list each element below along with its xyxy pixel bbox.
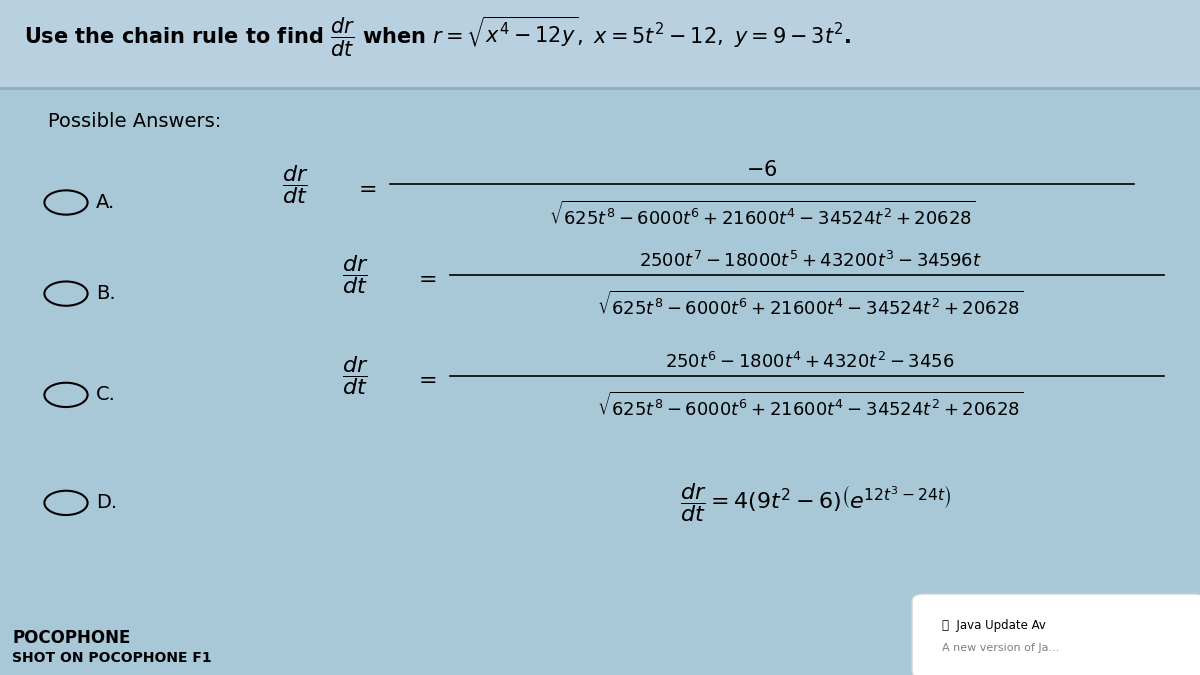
Text: A new version of Ja...: A new version of Ja... [942,643,1060,653]
Text: $2500t^7 - 18000t^5 + 43200t^3 - 34596t$: $2500t^7 - 18000t^5 + 43200t^3 - 34596t$ [638,250,982,271]
Text: SHOT ON POCOPHONE F1: SHOT ON POCOPHONE F1 [12,651,211,665]
Text: $-6$: $-6$ [746,160,778,180]
Text: $\sqrt{625t^8 - 6000t^6 + 21600t^4 - 34524t^2 + 20628}$: $\sqrt{625t^8 - 6000t^6 + 21600t^4 - 345… [548,200,976,229]
Text: Possible Answers:: Possible Answers: [48,112,221,131]
Text: $250t^6 - 1800t^4 + 4320t^2 - 3456$: $250t^6 - 1800t^4 + 4320t^2 - 3456$ [665,352,955,372]
Text: $=$: $=$ [354,178,377,198]
Text: $\dfrac{dr}{dt} = 4(9t^2 - 6)\left(e^{12t^3 - 24t}\right)$: $\dfrac{dr}{dt} = 4(9t^2 - 6)\left(e^{12… [680,481,952,524]
Text: $\dfrac{dr}{dt}$: $\dfrac{dr}{dt}$ [342,253,368,296]
Text: $=$: $=$ [414,268,437,288]
FancyBboxPatch shape [0,0,1200,88]
Text: A.: A. [96,193,115,212]
Text: $=$: $=$ [414,369,437,389]
Text: D.: D. [96,493,118,512]
Text: POCOPHONE: POCOPHONE [12,629,131,647]
FancyBboxPatch shape [912,594,1200,675]
Text: $\sqrt{625t^8 - 6000t^6 + 21600t^4 - 34524t^2 + 20628}$: $\sqrt{625t^8 - 6000t^6 + 21600t^4 - 345… [596,290,1024,319]
Text: $\dfrac{dr}{dt}$: $\dfrac{dr}{dt}$ [342,354,368,398]
Text: Use the chain rule to find $\dfrac{dr}{dt}$ when $r = \sqrt{x^4 - 12y},\ x = 5t^: Use the chain rule to find $\dfrac{dr}{d… [24,15,852,59]
Text: $\dfrac{dr}{dt}$: $\dfrac{dr}{dt}$ [282,163,308,206]
Text: B.: B. [96,284,115,303]
Text: $\sqrt{625t^8 - 6000t^6 + 21600t^4 - 34524t^2 + 20628}$: $\sqrt{625t^8 - 6000t^6 + 21600t^4 - 345… [596,392,1024,420]
Text: C.: C. [96,385,116,404]
Text: ⓘ  Java Update Av: ⓘ Java Update Av [942,619,1046,632]
